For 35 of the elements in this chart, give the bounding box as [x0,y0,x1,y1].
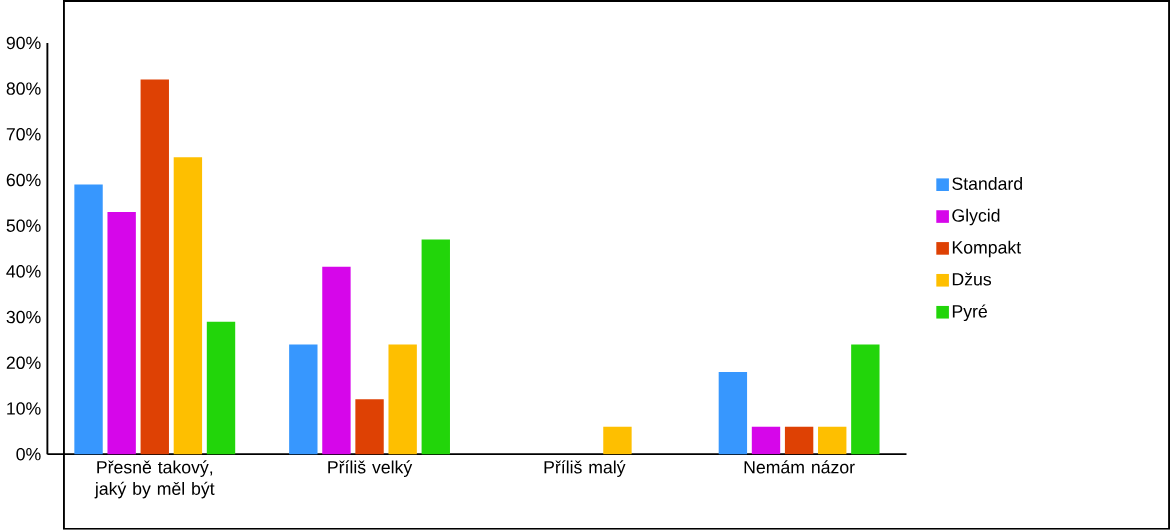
legend-label: Džus [952,272,992,286]
x-tick-label: Příliš velký [328,460,413,478]
bar [603,426,632,455]
bar [784,426,814,455]
bar [388,344,417,455]
legend-label: Pyré [952,304,987,322]
bar [818,426,847,455]
bar [718,371,748,455]
y-tick-label: 60% [6,173,41,187]
bar [851,344,880,455]
y-tick-label: 50% [6,219,41,233]
legend-label: Standard [952,177,1022,191]
bar [107,212,136,455]
x-tick-label: Příliš malý [544,460,626,478]
legend-label: Kompakt [952,240,1022,258]
y-tick-label: 10% [7,402,41,415]
y-tick-label: 20% [6,356,41,370]
bar [355,399,384,455]
y-tick-label: 30% [6,310,41,324]
legend-label: Glycid [952,208,1000,226]
bar [289,344,318,455]
bar [140,79,169,455]
y-tick-label: 80% [6,82,41,95]
y-tick-label: 40% [6,265,41,278]
y-tick-label: 90% [6,36,41,50]
bar [421,239,450,455]
x-tick-label: Přesně takový, jaký by měl být [94,460,215,499]
bar [173,157,203,455]
bar [751,426,781,455]
y-tick-label: 0% [16,447,41,461]
bar [74,184,103,455]
bar [322,266,351,455]
y-tick-label: 70% [6,128,41,141]
x-tick-label: Nemám názor [744,460,855,474]
bar [206,321,236,455]
